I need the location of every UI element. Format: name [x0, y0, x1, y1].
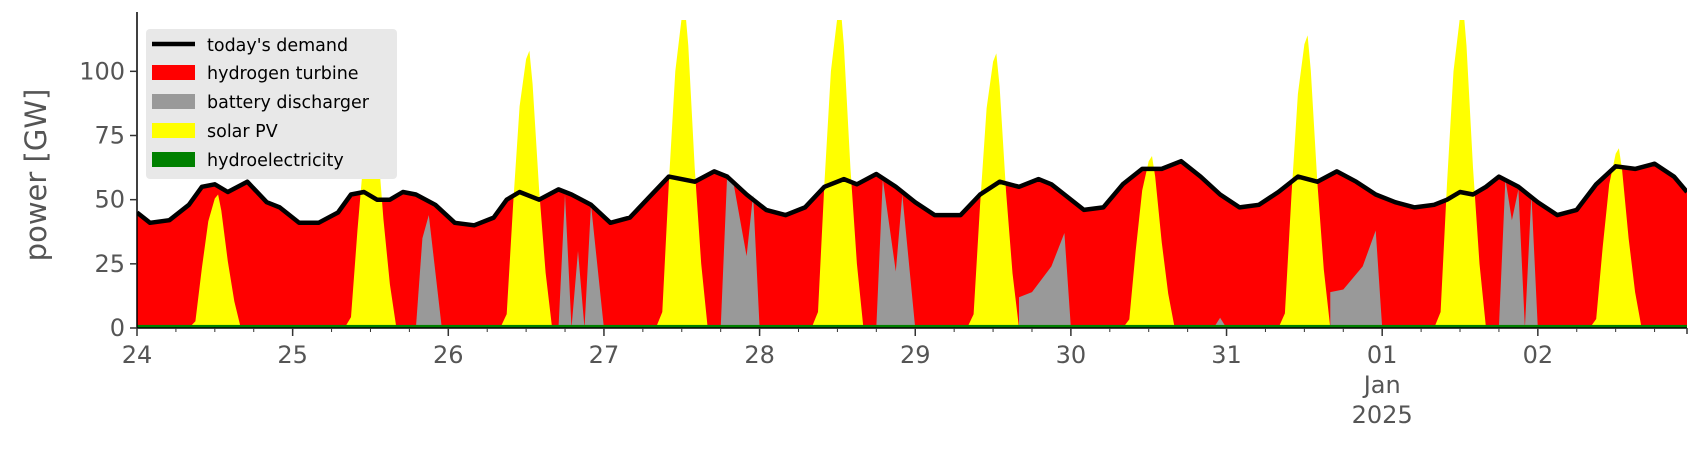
legend-entry-solar: solar PV — [152, 122, 278, 142]
y-tick-label: 25 — [94, 250, 125, 278]
x-tick-label: 24 — [122, 341, 153, 369]
plot-area — [137, 20, 1687, 328]
x-tick-label: 28 — [744, 341, 775, 369]
legend-swatch-hydro — [152, 152, 195, 167]
demand-line — [137, 158, 1687, 228]
x-tick-label: 01 — [1367, 341, 1398, 369]
legend-label-hydrogen: hydrogen turbine — [207, 64, 359, 84]
solar-pv-day-9 — [1589, 148, 1642, 328]
battery-discharge-2 — [720, 174, 760, 328]
x-tick-sublabel: 2025 — [1352, 401, 1413, 429]
hydroelectricity-area — [137, 324, 1687, 328]
solar-pv-day-3 — [655, 20, 708, 328]
legend-entry-hydrogen: hydrogen turbine — [152, 64, 359, 84]
legend-label-demand: today's demand — [207, 36, 348, 56]
legend: today's demand hydrogen turbine battery … — [146, 29, 397, 179]
battery-discharge-6 — [1330, 230, 1383, 328]
y-tick-label: 0 — [110, 314, 125, 342]
y-axis: 0 25 50 75 100 — [79, 12, 138, 342]
x-tick-label: 30 — [1056, 341, 1087, 369]
legend-swatch-solar — [152, 123, 195, 138]
x-tick-label: 02 — [1523, 341, 1554, 369]
y-tick-label: 75 — [94, 122, 125, 150]
solar-pv-day-4 — [811, 20, 864, 328]
battery-discharge-7 — [1498, 179, 1538, 328]
battery-discharge-1 — [558, 194, 604, 328]
series-layers — [137, 20, 1687, 328]
solar-pv-day-5 — [967, 53, 1019, 328]
legend-swatch-hydrogen — [152, 65, 195, 80]
legend-label-hydro: hydroelectricity — [207, 151, 344, 171]
y-tick-label: 100 — [79, 57, 125, 85]
x-tick-sublabel: Jan — [1362, 371, 1401, 399]
solar-pv-day-7 — [1278, 35, 1331, 328]
legend-entry-demand: today's demand — [152, 36, 348, 56]
battery-discharge-0 — [415, 215, 442, 328]
legend-background — [146, 29, 397, 179]
legend-label-battery: battery discharger — [207, 93, 370, 113]
battery-discharge-3 — [876, 179, 916, 328]
battery-discharge-4 — [1019, 233, 1071, 328]
solar-pv-day-0 — [188, 194, 241, 328]
legend-entry-battery: battery discharger — [152, 93, 370, 113]
y-tick-label: 50 — [94, 186, 125, 214]
x-tick-label: 27 — [589, 341, 620, 369]
legend-label-solar: solar PV — [207, 122, 278, 142]
x-tick-label: 29 — [900, 341, 931, 369]
x-tick-label: 26 — [433, 341, 464, 369]
y-axis-title: power [GW] — [19, 89, 53, 262]
x-tick-label: 31 — [1211, 341, 1242, 369]
solar-pv-day-2 — [500, 50, 553, 328]
solar-pv-day-1 — [344, 109, 397, 328]
x-tick-label: 25 — [277, 341, 308, 369]
solar-pv-day-6 — [1122, 156, 1175, 328]
legend-entry-hydro: hydroelectricity — [152, 151, 344, 171]
legend-swatch-battery — [152, 94, 195, 109]
solar-pv-day-8 — [1434, 20, 1486, 328]
